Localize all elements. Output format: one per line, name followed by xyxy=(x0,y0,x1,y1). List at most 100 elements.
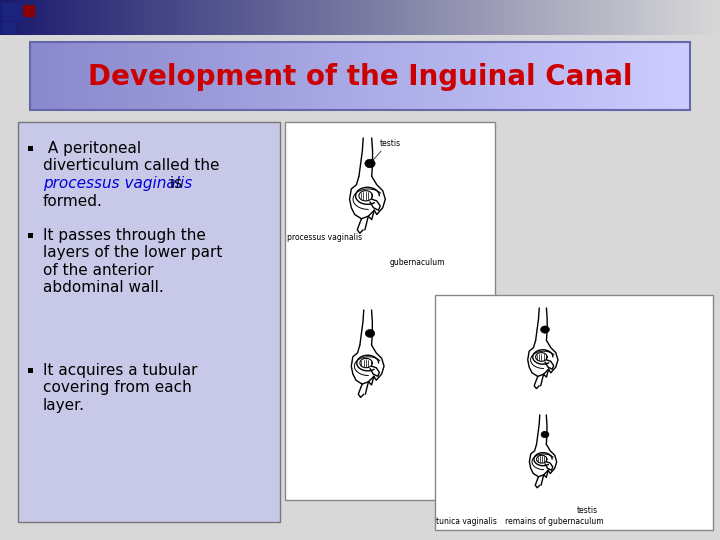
Bar xyxy=(665,42,666,110)
Bar xyxy=(3,0,6,35)
Bar xyxy=(708,0,713,35)
Bar xyxy=(353,42,354,110)
Bar xyxy=(370,42,371,110)
Bar xyxy=(359,42,360,110)
Bar xyxy=(573,42,574,110)
Bar xyxy=(273,42,274,110)
Bar xyxy=(50,0,55,35)
Bar xyxy=(435,42,436,110)
Bar xyxy=(166,42,167,110)
Bar xyxy=(282,42,283,110)
Bar xyxy=(423,42,424,110)
Bar xyxy=(197,0,201,35)
Bar xyxy=(202,0,207,35)
Bar xyxy=(129,42,130,110)
Bar xyxy=(132,42,133,110)
Bar xyxy=(644,0,648,35)
Bar xyxy=(633,0,636,35)
Bar xyxy=(668,42,669,110)
Bar xyxy=(101,42,102,110)
Bar xyxy=(256,42,257,110)
Bar xyxy=(295,42,296,110)
Bar xyxy=(304,0,307,35)
Bar xyxy=(74,42,75,110)
Bar xyxy=(515,42,516,110)
Bar xyxy=(420,42,421,110)
Bar xyxy=(384,42,385,110)
Bar xyxy=(274,42,275,110)
Bar xyxy=(47,42,48,110)
Bar xyxy=(68,42,69,110)
Bar xyxy=(553,42,554,110)
Bar xyxy=(387,42,388,110)
Bar xyxy=(582,0,586,35)
Bar xyxy=(428,0,431,35)
Bar xyxy=(406,42,407,110)
Bar xyxy=(678,0,682,35)
Bar xyxy=(187,42,188,110)
Bar xyxy=(390,42,391,110)
Bar xyxy=(523,42,524,110)
Bar xyxy=(9,0,12,35)
Bar xyxy=(220,42,221,110)
Bar xyxy=(313,42,314,110)
Bar xyxy=(239,42,240,110)
Bar xyxy=(585,0,589,35)
Bar xyxy=(207,42,208,110)
Bar xyxy=(281,42,282,110)
Bar xyxy=(558,42,559,110)
Bar xyxy=(654,42,655,110)
Bar xyxy=(261,0,266,35)
Bar xyxy=(528,42,529,110)
Bar xyxy=(410,0,415,35)
Bar xyxy=(585,42,586,110)
Bar xyxy=(146,0,150,35)
Bar xyxy=(478,42,479,110)
Bar xyxy=(228,42,229,110)
Bar xyxy=(398,42,399,110)
Bar xyxy=(464,42,465,110)
Ellipse shape xyxy=(541,431,549,438)
Bar xyxy=(474,42,475,110)
Bar xyxy=(286,42,287,110)
Bar xyxy=(493,42,494,110)
Bar xyxy=(190,42,191,110)
Bar xyxy=(642,42,643,110)
Bar xyxy=(23,5,35,17)
Bar xyxy=(45,0,49,35)
Bar xyxy=(83,42,84,110)
Bar xyxy=(524,42,525,110)
Bar xyxy=(681,42,682,110)
Bar xyxy=(253,0,257,35)
Bar xyxy=(87,0,91,35)
Bar xyxy=(340,42,341,110)
Bar xyxy=(318,42,319,110)
Bar xyxy=(122,42,123,110)
Bar xyxy=(155,0,158,35)
Bar xyxy=(163,0,167,35)
Bar xyxy=(37,42,38,110)
Bar xyxy=(250,42,251,110)
Bar xyxy=(667,42,668,110)
Bar xyxy=(499,42,500,110)
Bar xyxy=(487,42,488,110)
Bar xyxy=(599,0,603,35)
Bar xyxy=(92,42,93,110)
Bar xyxy=(368,42,369,110)
Bar xyxy=(525,42,526,110)
Bar xyxy=(235,42,236,110)
Bar xyxy=(602,42,603,110)
Bar xyxy=(205,42,206,110)
Bar xyxy=(307,42,308,110)
Bar xyxy=(173,42,174,110)
Bar xyxy=(31,42,32,110)
Bar xyxy=(402,0,406,35)
Ellipse shape xyxy=(365,159,375,168)
Bar xyxy=(118,42,119,110)
Bar xyxy=(658,42,659,110)
Bar xyxy=(51,42,52,110)
Bar xyxy=(583,42,584,110)
Bar xyxy=(381,42,382,110)
Bar xyxy=(230,0,235,35)
Bar xyxy=(436,42,437,110)
